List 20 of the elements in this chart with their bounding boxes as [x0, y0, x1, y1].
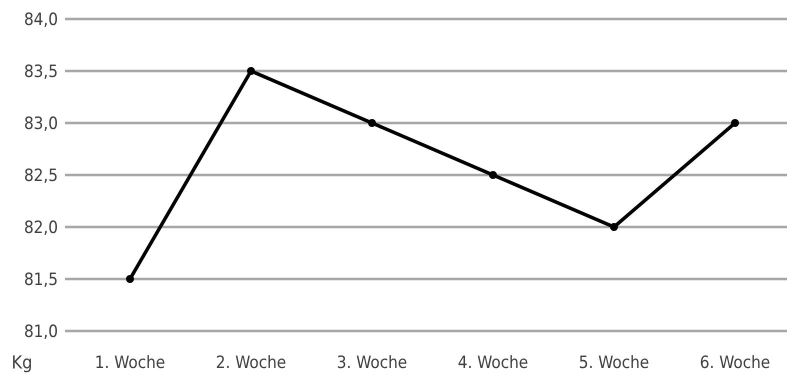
x-tick-label: 2. Woche [216, 352, 286, 373]
y-tick-label: 83,5 [24, 62, 58, 82]
point [610, 223, 618, 231]
x-tick-label: 1. Woche [94, 352, 166, 373]
x-tick-label: 5. Woche [578, 352, 650, 373]
point [247, 67, 255, 75]
point [731, 119, 739, 127]
x-tick-label: 4. Woche [458, 352, 528, 373]
point [489, 171, 497, 179]
point [368, 119, 376, 127]
y-tick-label: 81,5 [24, 270, 58, 290]
x-tick-label: 3. Woche [336, 352, 408, 373]
y-tick-label: 84,0 [24, 10, 58, 30]
y-tick-label: 82,0 [24, 218, 58, 238]
point [126, 275, 134, 283]
y-tick-label: 83,0 [24, 114, 58, 134]
y-tick-label: 82,5 [24, 166, 58, 186]
y-axis-title: Kg [12, 352, 32, 374]
x-tick-label: 6. Woche [700, 352, 770, 373]
y-tick-label: 81,0 [24, 322, 58, 342]
